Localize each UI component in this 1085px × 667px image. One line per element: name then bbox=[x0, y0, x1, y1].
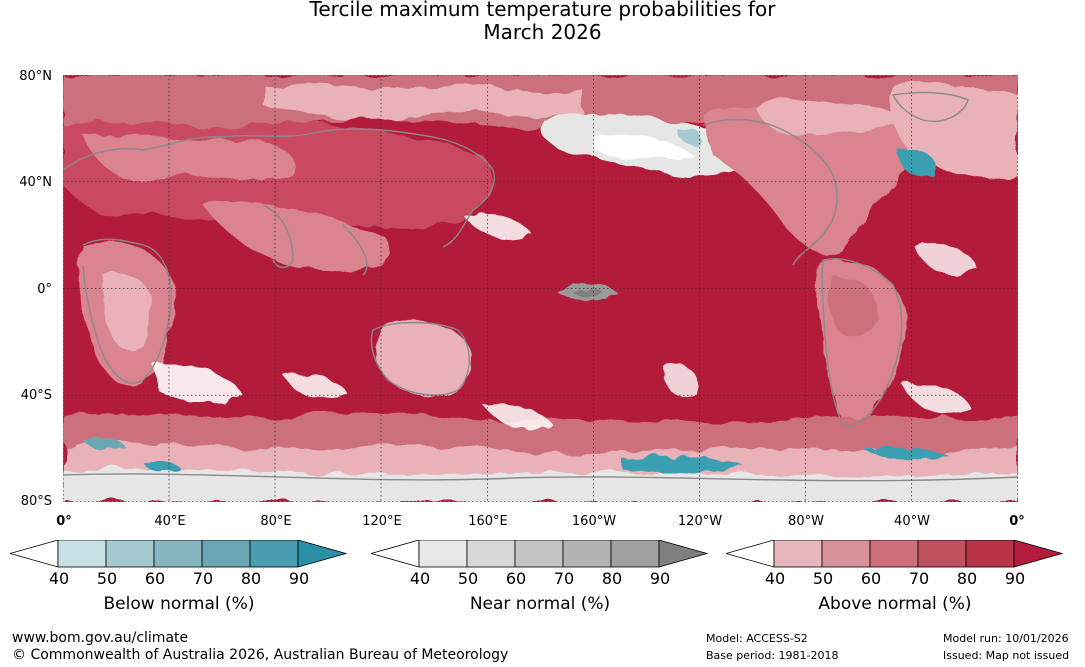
colorbar-segment bbox=[917, 540, 967, 568]
cbar-near-title: Near normal (%) bbox=[469, 594, 611, 614]
footer-issued: Issued: Map not issued bbox=[943, 649, 1070, 662]
colorbar-above-normal bbox=[726, 540, 1064, 568]
lat-label-40s: 40°S bbox=[20, 388, 52, 403]
colorbar-segment bbox=[105, 540, 155, 568]
cbar-below-tick-50: 50 bbox=[96, 569, 118, 588]
colorbar-segment bbox=[57, 540, 107, 568]
footer-model-run: Model run: 10/01/2026 bbox=[943, 632, 1069, 645]
cbar-below-tick-60: 60 bbox=[144, 569, 166, 588]
colorbar-segment bbox=[201, 540, 251, 568]
colorbar-segment bbox=[418, 540, 468, 568]
probability-highlights bbox=[83, 128, 978, 474]
cbar-below-tick-90: 90 bbox=[288, 569, 310, 588]
cbar-near-tick-40: 40 bbox=[409, 569, 431, 588]
colorbar-near-normal bbox=[371, 540, 709, 568]
cbar-above-tick-70: 70 bbox=[908, 569, 930, 588]
colorbar-segment bbox=[965, 540, 1015, 568]
chart-title-line1: Tercile maximum temperature probabilitie… bbox=[309, 0, 776, 21]
lat-label-0: 0° bbox=[37, 282, 52, 297]
lon-label-40e: 40°E bbox=[154, 514, 186, 529]
colorbar-segment bbox=[249, 540, 299, 568]
cbar-above-tick-80: 80 bbox=[956, 569, 978, 588]
colorbar-segment bbox=[514, 540, 564, 568]
footer-model: Model: ACCESS-S2 bbox=[706, 632, 808, 645]
cbar-below-title: Below normal (%) bbox=[103, 594, 255, 614]
map-canvas bbox=[62, 75, 1019, 502]
cbar-near-tick-60: 60 bbox=[505, 569, 527, 588]
cbar-near-tick-70: 70 bbox=[553, 569, 575, 588]
graticule bbox=[63, 75, 1018, 502]
colorbar-segment bbox=[821, 540, 871, 568]
colorbar-below-normal bbox=[10, 540, 348, 568]
lon-label-120e: 120°E bbox=[362, 514, 402, 529]
cbar-near-tick-80: 80 bbox=[601, 569, 623, 588]
colorbar-segment bbox=[153, 540, 203, 568]
footer-copyright: © Commonwealth of Australia 2026, Austra… bbox=[12, 647, 509, 663]
chart-title-line2: March 2026 bbox=[483, 20, 602, 44]
lat-label-40n: 40°N bbox=[19, 175, 52, 190]
colorbar-segment bbox=[610, 540, 660, 568]
lon-label-0-left: 0° bbox=[56, 514, 72, 529]
colorbar-segment bbox=[869, 540, 919, 568]
cbar-below-tick-80: 80 bbox=[240, 569, 262, 588]
lon-label-80e: 80°E bbox=[260, 514, 292, 529]
lat-label-80s: 80°S bbox=[20, 494, 52, 509]
cbar-above-title: Above normal (%) bbox=[818, 594, 972, 614]
cbar-below-tick-40: 40 bbox=[48, 569, 70, 588]
colorbar-low-extension bbox=[371, 540, 420, 568]
colorbar-segment bbox=[562, 540, 612, 568]
colorbar-high-extension bbox=[1013, 540, 1064, 568]
cbar-above-tick-40: 40 bbox=[764, 569, 786, 588]
lon-label-0-right: 0° bbox=[1009, 514, 1025, 529]
coastlines bbox=[62, 91, 1019, 482]
probability-map bbox=[62, 75, 1019, 502]
cbar-near-tick-90: 90 bbox=[649, 569, 671, 588]
lon-label-120w: 120°W bbox=[677, 514, 723, 529]
colorbar-low-extension bbox=[10, 540, 59, 568]
cbar-below-tick-70: 70 bbox=[192, 569, 214, 588]
cbar-above-tick-90: 90 bbox=[1004, 569, 1026, 588]
lon-label-160w: 160°W bbox=[571, 514, 617, 529]
colorbar-segment bbox=[773, 540, 823, 568]
cbar-above-tick-60: 60 bbox=[860, 569, 882, 588]
colorbar-high-extension bbox=[658, 540, 709, 568]
map-border bbox=[63, 75, 1018, 502]
colorbar-high-extension bbox=[297, 540, 348, 568]
footer-url: www.bom.gov.au/climate bbox=[12, 630, 189, 646]
cbar-near-tick-50: 50 bbox=[457, 569, 479, 588]
colorbar-segment bbox=[466, 540, 516, 568]
footer-base-period: Base period: 1981-2018 bbox=[706, 649, 839, 662]
lat-label-80n: 80°N bbox=[19, 69, 52, 84]
lon-label-160e: 160°E bbox=[468, 514, 508, 529]
cbar-above-tick-50: 50 bbox=[812, 569, 834, 588]
colorbar-low-extension bbox=[726, 540, 775, 568]
lon-label-80w: 80°W bbox=[788, 514, 824, 529]
lon-label-40w: 40°W bbox=[894, 514, 930, 529]
